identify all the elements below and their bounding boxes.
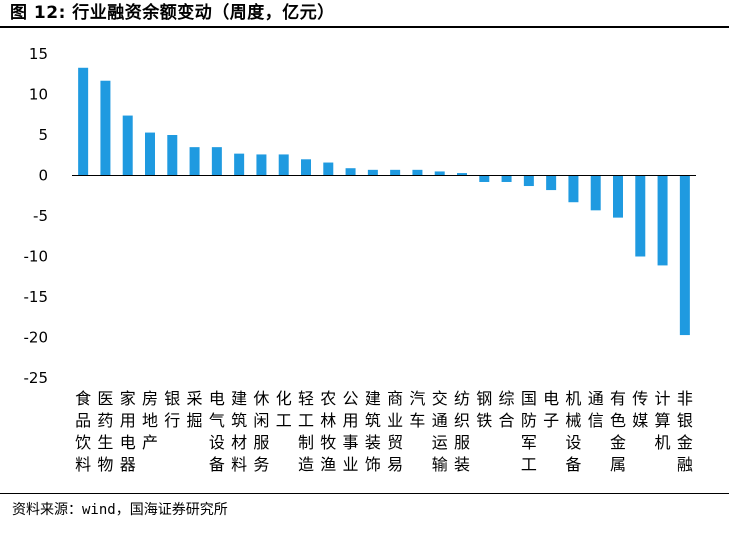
y-tick-label: -10 [24, 248, 49, 266]
bar-建筑装饰 [367, 169, 378, 176]
category-label: 纺织服装 [454, 389, 470, 474]
category-label: 建筑材料 [231, 389, 247, 474]
bar-交通运输 [434, 171, 445, 176]
title-rule [0, 26, 729, 28]
source-rule [0, 493, 729, 494]
y-tick-label: 0 [38, 167, 48, 185]
bar-非银金融 [679, 175, 690, 336]
category-label: 计算机 [655, 389, 671, 452]
category-label: 农林牧渔 [320, 389, 336, 474]
bar-房地产 [145, 132, 155, 176]
category-label: 汽车 [409, 389, 425, 430]
category-label: 非银金融 [677, 389, 693, 474]
category-label: 传媒 [632, 389, 648, 430]
figure-title: 图 12: 行业融资余额变动（周度，亿元） [10, 3, 335, 23]
category-label: 轻工制造 [298, 389, 314, 474]
bar-公用事业 [345, 168, 356, 176]
bar-化工 [278, 154, 289, 176]
bar-国防军工 [523, 175, 534, 187]
category-label: 家用电器 [120, 389, 136, 474]
category-label: 银行 [164, 389, 180, 430]
category-label: 建筑装饰 [365, 389, 381, 474]
bar-采掘 [189, 147, 200, 176]
bar-医药生物 [100, 80, 111, 176]
bar-家用电器 [122, 115, 133, 176]
y-tick-label: 5 [38, 126, 48, 144]
bar-建筑材料 [234, 153, 245, 176]
bar-农林牧渔 [323, 162, 334, 176]
category-labels: 食品饮料医药生物家用电器房地产银行采掘电气设备建筑材料休闲服务化工轻工制造农林牧… [75, 389, 693, 474]
category-label: 房地产 [142, 389, 158, 452]
category-label: 医药生物 [97, 389, 113, 474]
bar-电气设备 [211, 147, 222, 176]
y-axis: 15 10 5 0 -5 -10 -15 -20 -25 [24, 45, 49, 387]
category-label: 通信 [588, 389, 604, 430]
category-label: 化工 [276, 389, 292, 430]
y-tick-label: -20 [24, 329, 49, 347]
category-label: 食品饮料 [75, 389, 91, 474]
category-label: 休闲服务 [253, 389, 269, 474]
bar-series [78, 67, 690, 336]
bar-通信 [590, 175, 601, 211]
bar-休闲服务 [256, 154, 267, 176]
category-label: 钢铁 [476, 389, 492, 430]
bar-机械设备 [568, 175, 579, 203]
bar-汽车 [412, 169, 423, 176]
bar-银行 [167, 135, 178, 176]
category-label: 国防军工 [521, 389, 537, 474]
category-label: 机械设备 [565, 389, 581, 474]
bar-钢铁 [479, 175, 490, 182]
category-label: 采掘 [187, 389, 203, 430]
source-note: 资料来源：wind，国海证券研究所 [12, 502, 228, 518]
y-tick-label: 15 [29, 45, 48, 63]
bar-轻工制造 [301, 159, 311, 176]
bar-有色金属 [613, 175, 623, 218]
category-label: 综合 [499, 389, 515, 430]
category-label: 电子 [543, 389, 559, 430]
category-label: 有色金属 [610, 389, 626, 474]
category-label: 公用事业 [343, 389, 359, 474]
y-tick-label: -5 [33, 207, 48, 225]
bar-计算机 [657, 175, 668, 266]
bar-食品饮料 [78, 67, 89, 176]
category-label: 商业贸易 [387, 389, 403, 474]
bar-综合 [501, 175, 512, 182]
bar-商业贸易 [390, 169, 401, 176]
y-tick-label: -15 [24, 288, 49, 306]
bar-纺织服装 [457, 173, 467, 176]
y-tick-label: 10 [29, 86, 48, 104]
bar-电子 [546, 175, 557, 191]
category-label: 交通运输 [432, 389, 448, 474]
category-label: 电气设备 [209, 389, 225, 474]
y-tick-label: -25 [24, 369, 49, 387]
bar-传媒 [635, 175, 646, 257]
